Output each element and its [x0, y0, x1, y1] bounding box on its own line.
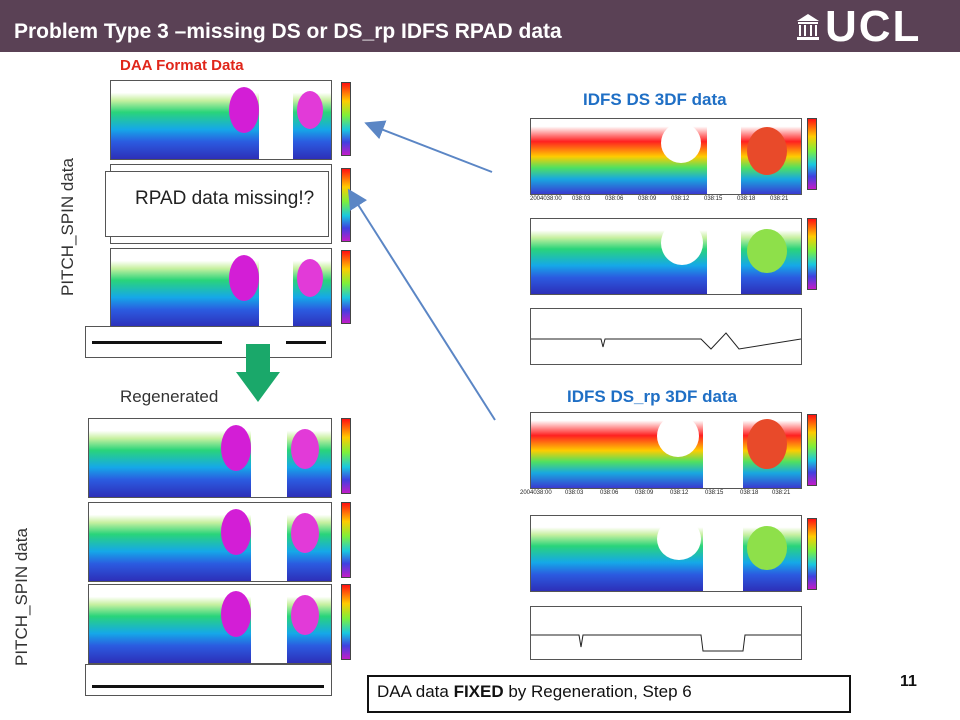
logo-text: UCL — [825, 2, 922, 51]
spectrogram-panel — [88, 418, 332, 498]
colorbar — [341, 250, 351, 324]
colorbar — [807, 118, 817, 190]
colorbar — [807, 218, 817, 290]
time-tick: 038:18 — [737, 196, 756, 202]
page-number: 11 — [900, 673, 917, 690]
pitch-spin-label-bottom: PITCH_SPIN data — [12, 528, 31, 666]
footer-text: DAA data FIXED by Regeneration, Step 6 — [377, 682, 692, 702]
spectrogram-panel — [530, 412, 802, 489]
spectrogram-panel — [530, 515, 802, 592]
rpad-missing-box — [105, 171, 329, 237]
sensor-panel — [530, 308, 802, 365]
sensor-panel — [530, 606, 802, 660]
colorbar — [341, 584, 351, 660]
time-tick: 038:21 — [772, 490, 791, 496]
daa-format-label: DAA Format Data — [120, 57, 244, 74]
arrow-dsrp-to-daa — [347, 188, 496, 421]
time-tick: 038:18 — [740, 490, 759, 496]
footer-box — [367, 675, 851, 713]
colorbar — [341, 168, 351, 242]
colorbar — [341, 418, 351, 494]
time-tick: 038:03 — [565, 490, 584, 496]
ucl-logo: UCL — [795, 0, 955, 52]
time-tick: 2004038:00 — [520, 490, 552, 496]
spectrogram-panel — [530, 118, 802, 195]
colorbar — [807, 518, 817, 590]
time-tick: 038:15 — [704, 196, 723, 202]
time-tick: 038:21 — [770, 196, 789, 202]
time-tick: 038:03 — [572, 196, 591, 202]
time-tick: 038:15 — [705, 490, 724, 496]
rpad-missing-text: RPAD data missing!? — [135, 188, 315, 209]
pitch-spin-label-top: PITCH_SPIN data — [58, 158, 77, 296]
time-tick: 038:06 — [605, 196, 624, 202]
spectrogram-panel — [110, 80, 332, 160]
colorbar — [341, 82, 351, 156]
arrow-ds-to-daa — [364, 120, 493, 173]
time-tick: 2004038:00 — [530, 196, 562, 202]
footer-bold: FIXED — [453, 682, 504, 701]
time-tick: 038:12 — [670, 490, 689, 496]
regenerated-label: Regenerated — [120, 387, 219, 406]
spectrogram-panel — [110, 248, 332, 328]
colorbar — [341, 502, 351, 578]
spectrogram-panel — [88, 584, 332, 664]
time-tick: 038:09 — [635, 490, 654, 496]
slide-title: Problem Type 3 –missing DS or DS_rp IDFS… — [14, 20, 562, 43]
flag-panel — [85, 664, 332, 696]
spectrogram-panel — [530, 218, 802, 295]
time-tick: 038:09 — [638, 196, 657, 202]
idfs-ds-rp-label: IDFS DS_rp 3DF data — [567, 387, 738, 406]
footer-prefix: DAA data — [377, 682, 454, 701]
portico-icon — [797, 14, 819, 40]
flag-panel — [85, 326, 332, 358]
spectrogram-panel — [88, 502, 332, 582]
colorbar — [807, 414, 817, 486]
time-tick: 038:12 — [671, 196, 690, 202]
time-tick: 038:06 — [600, 490, 619, 496]
idfs-ds-label: IDFS DS 3DF data — [583, 90, 727, 109]
footer-suffix: by Regeneration, Step 6 — [503, 682, 692, 701]
